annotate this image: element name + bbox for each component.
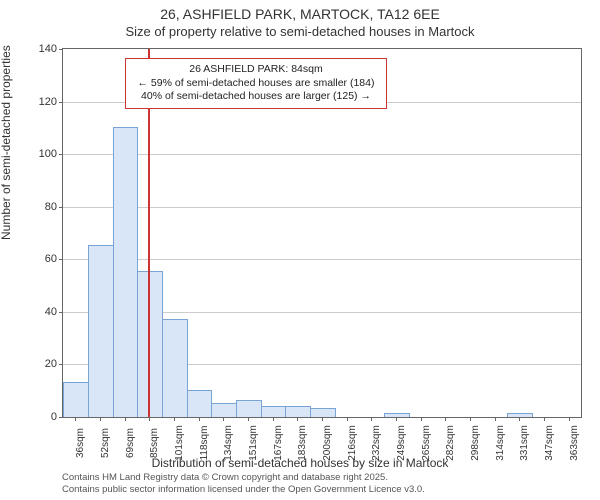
- plot-area: 02040608010012014036sqm52sqm69sqm85sqm10…: [62, 48, 582, 418]
- ytick-mark: [59, 364, 63, 365]
- gridline: [63, 207, 581, 208]
- histogram-bar: [261, 406, 287, 418]
- xtick-mark: [470, 417, 471, 421]
- xtick-mark: [445, 417, 446, 421]
- xtick-mark: [544, 417, 545, 421]
- ytick-mark: [59, 49, 63, 50]
- histogram-bar: [236, 400, 262, 417]
- xtick-mark: [396, 417, 397, 421]
- xtick-label: 85sqm: [149, 428, 160, 458]
- xtick-mark: [125, 417, 126, 421]
- annotation-line-3: 40% of semi-detached houses are larger (…: [132, 90, 380, 104]
- ytick-mark: [59, 259, 63, 260]
- annotation-line-2: ← 59% of semi-detached houses are smalle…: [132, 77, 380, 91]
- xtick-mark: [297, 417, 298, 421]
- xtick-label: 52sqm: [100, 428, 111, 458]
- histogram-bar: [137, 271, 163, 417]
- gridline: [63, 259, 581, 260]
- ytick-label: 140: [39, 43, 57, 55]
- ytick-label: 60: [45, 253, 57, 265]
- xtick-mark: [569, 417, 570, 421]
- histogram-bar: [211, 403, 237, 417]
- histogram-bar: [310, 408, 336, 417]
- ytick-label: 40: [45, 306, 57, 318]
- xtick-mark: [223, 417, 224, 421]
- histogram-bar: [88, 245, 114, 417]
- histogram-bar: [63, 382, 89, 417]
- xtick-mark: [519, 417, 520, 421]
- credit-line-2: Contains public sector information licen…: [62, 484, 425, 496]
- ytick-label: 20: [45, 358, 57, 370]
- xtick-label: 36sqm: [75, 428, 86, 458]
- histogram-bar: [187, 390, 213, 417]
- ytick-label: 0: [51, 411, 57, 423]
- xtick-label: 69sqm: [125, 428, 136, 458]
- histogram-chart: 26, ASHFIELD PARK, MARTOCK, TA12 6EE Siz…: [0, 0, 600, 500]
- annotation-line-1: 26 ASHFIELD PARK: 84sqm: [132, 63, 380, 77]
- xtick-mark: [174, 417, 175, 421]
- ytick-mark: [59, 312, 63, 313]
- xtick-mark: [273, 417, 274, 421]
- xtick-mark: [75, 417, 76, 421]
- y-axis-label: Number of semi-detached properties: [0, 45, 13, 240]
- xtick-mark: [347, 417, 348, 421]
- histogram-bar: [285, 406, 311, 418]
- credits: Contains HM Land Registry data © Crown c…: [62, 472, 425, 496]
- ytick-label: 120: [39, 96, 57, 108]
- histogram-bar: [113, 127, 139, 417]
- xtick-mark: [421, 417, 422, 421]
- xtick-mark: [100, 417, 101, 421]
- annotation-box: 26 ASHFIELD PARK: 84sqm← 59% of semi-det…: [125, 58, 387, 109]
- ytick-mark: [59, 207, 63, 208]
- ytick-label: 100: [39, 148, 57, 160]
- ytick-mark: [59, 102, 63, 103]
- ytick-mark: [59, 154, 63, 155]
- xtick-mark: [149, 417, 150, 421]
- xtick-mark: [371, 417, 372, 421]
- histogram-bar: [162, 319, 188, 417]
- gridline: [63, 154, 581, 155]
- xtick-mark: [248, 417, 249, 421]
- chart-subtitle: Size of property relative to semi-detach…: [0, 24, 600, 39]
- xtick-mark: [199, 417, 200, 421]
- chart-title: 26, ASHFIELD PARK, MARTOCK, TA12 6EE: [0, 6, 600, 22]
- ytick-mark: [59, 417, 63, 418]
- credit-line-1: Contains HM Land Registry data © Crown c…: [62, 472, 425, 484]
- xtick-mark: [322, 417, 323, 421]
- xtick-mark: [495, 417, 496, 421]
- ytick-label: 80: [45, 201, 57, 213]
- x-axis-label: Distribution of semi-detached houses by …: [0, 456, 600, 470]
